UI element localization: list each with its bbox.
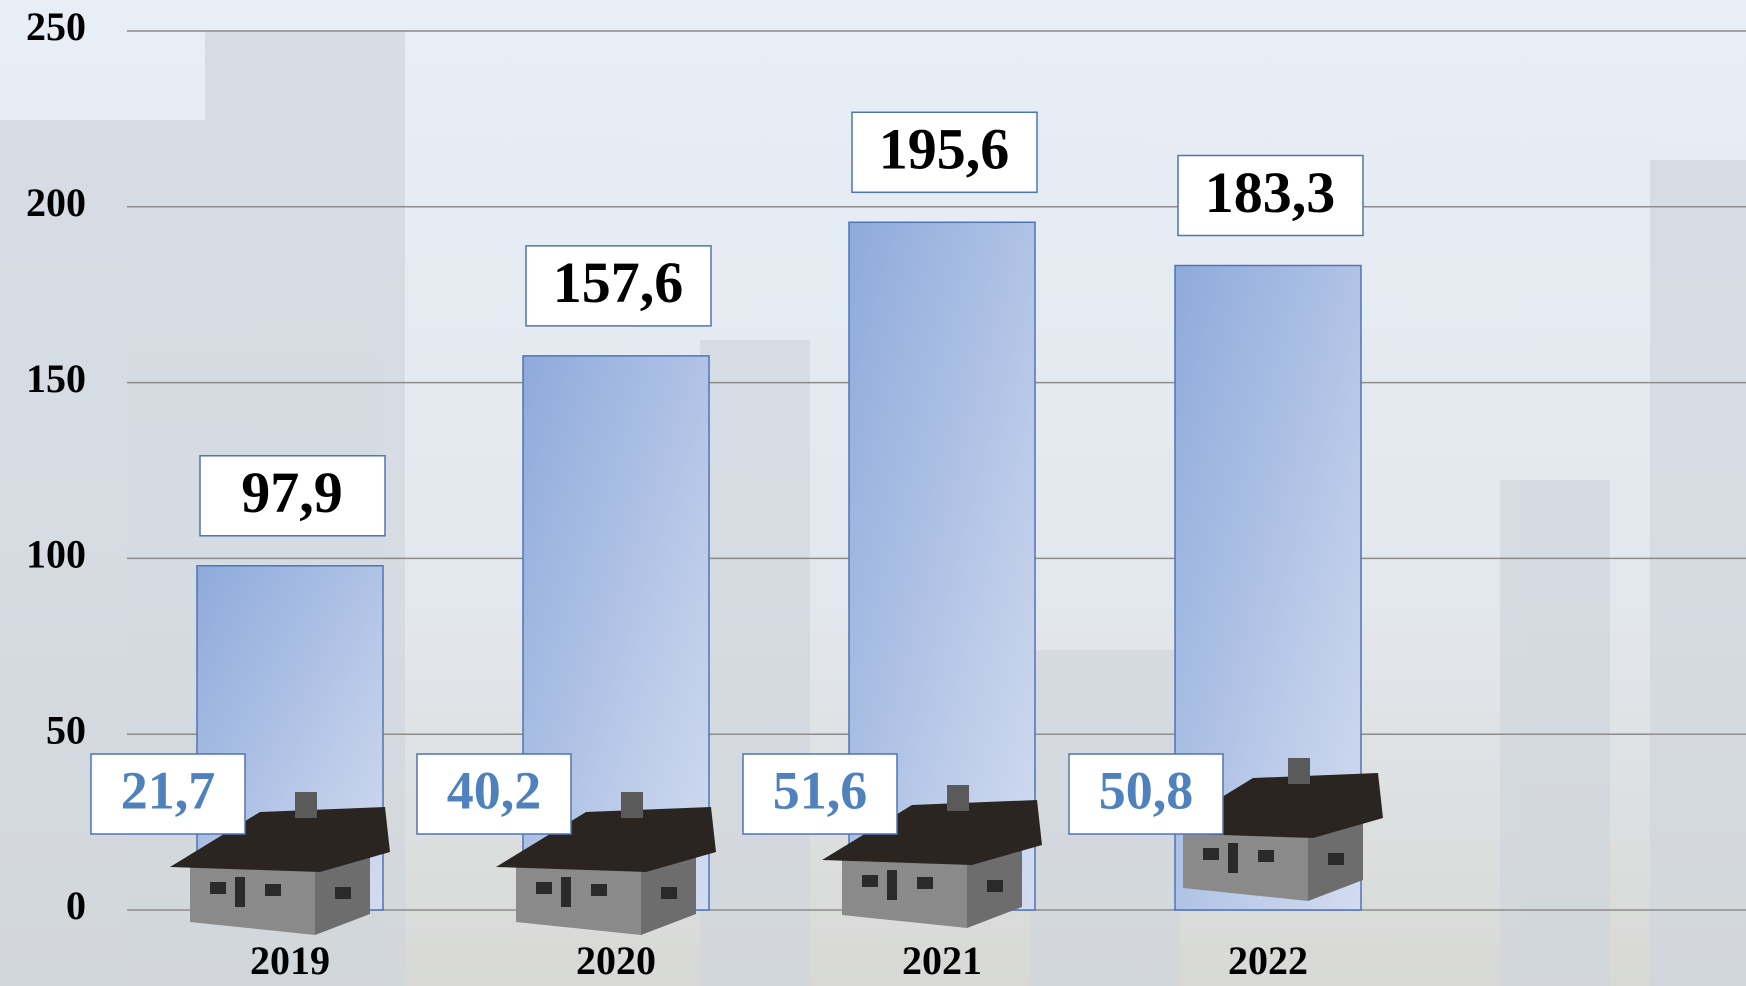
house-label-box: [1068, 753, 1224, 835]
house-label-box: [742, 753, 898, 835]
house-door: [1228, 843, 1238, 873]
x-tick-label: 2020: [576, 938, 656, 983]
house-roof: [822, 800, 1042, 865]
y-tick-label: 50: [46, 707, 86, 752]
house-roof: [170, 807, 390, 872]
data-label: 97,9: [241, 460, 343, 525]
house-window: [862, 875, 878, 887]
house-mark: [170, 792, 390, 935]
house-label: 40,2: [447, 760, 542, 820]
data-label-box: [525, 245, 712, 327]
y-tick-label: 200: [26, 180, 86, 225]
house-window: [1203, 848, 1219, 860]
house-chimney: [621, 792, 643, 818]
house-window: [917, 877, 933, 889]
house-wall-front: [190, 860, 315, 935]
house-label: 50,8: [1099, 760, 1194, 820]
house-window: [536, 882, 552, 894]
data-label-box: [851, 111, 1038, 194]
house-label: 51,6: [773, 760, 868, 820]
house-wall-front: [842, 853, 967, 928]
house-label: 21,7: [121, 760, 216, 820]
house-window: [335, 887, 351, 899]
x-tick-label: 2022: [1228, 938, 1308, 983]
house-window: [1258, 850, 1274, 862]
house-window: [661, 887, 677, 899]
house-label-box: [416, 753, 572, 835]
y-tick-label: 0: [66, 883, 86, 928]
house-wall-front: [1183, 826, 1308, 901]
y-tick-label: 100: [26, 532, 86, 577]
house-window: [210, 882, 226, 894]
house-window: [1328, 853, 1344, 865]
house-window: [987, 880, 1003, 892]
house-chimney: [1288, 758, 1310, 784]
house-mark: [822, 785, 1042, 928]
house-window: [265, 884, 281, 896]
data-label: 183,3: [1205, 160, 1336, 225]
house-door: [887, 870, 897, 900]
data-label: 157,6: [553, 250, 684, 315]
house-wall-front: [516, 860, 641, 935]
house-label-box: [90, 753, 246, 835]
y-tick-label: 250: [26, 4, 86, 49]
house-roof: [496, 807, 716, 872]
house-chimney: [947, 785, 969, 811]
x-tick-label: 2021: [902, 938, 982, 983]
y-tick-label: 150: [26, 356, 86, 401]
data-label: 195,6: [879, 117, 1010, 182]
house-door: [235, 877, 245, 907]
data-label-box: [1177, 154, 1364, 237]
x-tick-label: 2019: [250, 938, 330, 983]
house-chimney: [295, 792, 317, 818]
house-door: [561, 877, 571, 907]
data-label-box: [199, 455, 386, 537]
house-window: [591, 884, 607, 896]
house-mark: [496, 792, 716, 935]
